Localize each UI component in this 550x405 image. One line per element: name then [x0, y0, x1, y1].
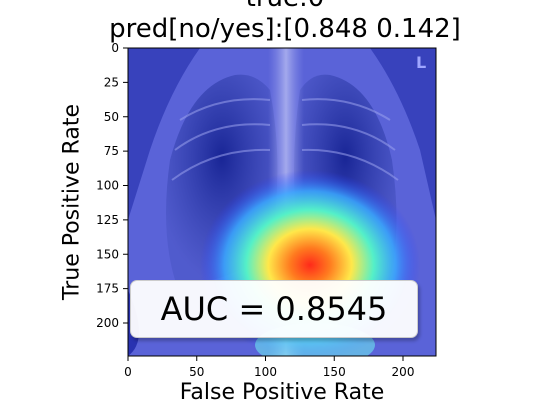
- y-tick-label: 0: [111, 41, 119, 55]
- y-tick-label: 100: [96, 179, 119, 193]
- x-tick-label: 150: [323, 365, 346, 379]
- y-axis-label: True Positive Rate: [59, 104, 85, 300]
- x-tick-label: 200: [392, 365, 415, 379]
- image-marker-label: L: [416, 53, 426, 72]
- y-axis-ticks: 0 25 50 75 100 125 150 175 200: [96, 41, 128, 330]
- y-tick-label: 50: [104, 110, 119, 124]
- x-axis-label: False Positive Rate: [179, 380, 385, 405]
- x-tick-label: 100: [254, 365, 277, 379]
- plot-frame: [127, 47, 437, 357]
- auc-text: AUC = 0.8545: [160, 290, 388, 328]
- y-tick-label: 75: [104, 144, 119, 158]
- x-tick-label: 50: [189, 365, 204, 379]
- y-tick-label: 150: [96, 247, 119, 261]
- y-tick-label: 175: [96, 282, 119, 296]
- y-tick-label: 25: [104, 75, 119, 89]
- auc-annotation: AUC = 0.8545: [130, 280, 418, 338]
- title-line-1: true:0: [0, 0, 550, 13]
- y-tick-label: 200: [96, 316, 119, 330]
- x-tick-label: 0: [124, 365, 132, 379]
- title-line-2: pred[no/yes]:[0.848 0.142]: [109, 14, 461, 44]
- x-axis-ticks: 0 50 100 150 200: [124, 356, 414, 379]
- y-tick-label: 125: [96, 213, 119, 227]
